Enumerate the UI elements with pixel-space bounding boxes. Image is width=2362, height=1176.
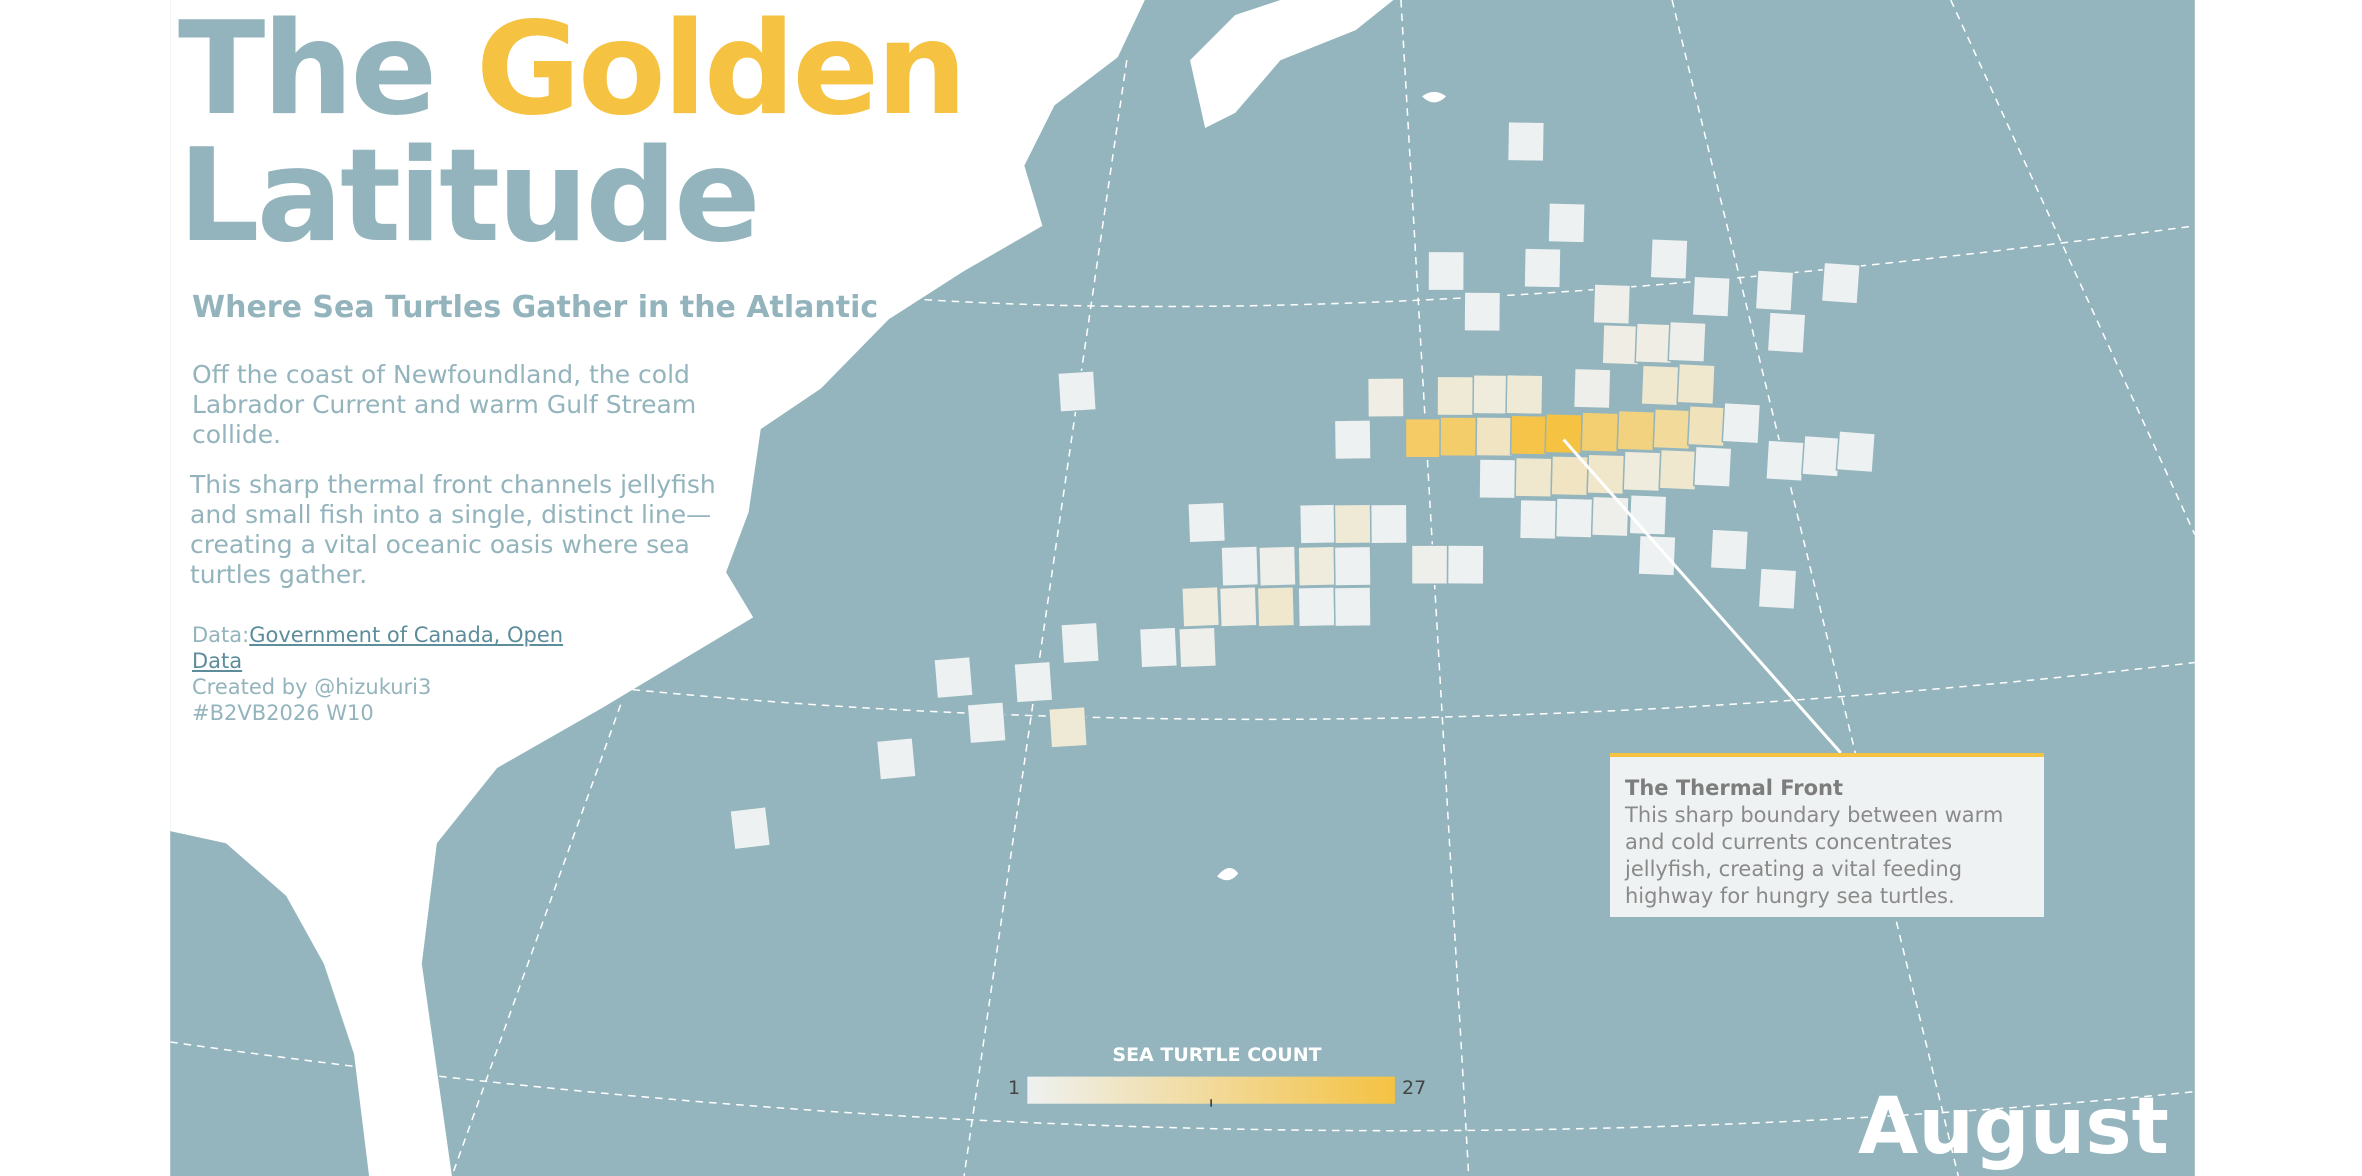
cell [1298,503,1338,545]
cell [1757,567,1798,611]
cell [1410,544,1449,585]
cell [1601,323,1641,366]
annotation-body: This sharp boundary between warm and col… [1625,803,2004,908]
title-highlight: Golden [475,0,967,144]
creator: Created by @hizukuri3 [192,675,432,699]
cell [1835,430,1877,474]
month: August [1858,1082,2169,1172]
cell [1523,247,1562,289]
cell [933,655,974,700]
subtitle: Where Sea Turtles Gather in the Atlantic [192,290,879,325]
cell [1463,291,1502,333]
legend-min: 1 [1008,1077,1021,1099]
cell [1754,269,1795,313]
cell [1572,367,1612,410]
cell [1580,411,1620,454]
cell [1652,408,1692,451]
cell [1333,419,1372,461]
cell [1333,503,1372,545]
credits: Data:Government of Canada, Open Data Cre… [192,622,592,726]
island [1190,0,1394,128]
cell [1634,322,1674,365]
cell [1138,626,1179,669]
cell [1177,626,1218,669]
cell [1592,283,1632,326]
cells [729,120,1877,851]
paragraph: Off the coast of Newfoundland, the cold … [192,360,697,449]
paragraph: This sharp thermal front channels jellyf… [190,470,716,589]
cell [1220,545,1260,588]
data-label: Data: [192,623,250,647]
cell [1765,439,1806,483]
cell [1369,503,1408,545]
cell [1297,586,1336,628]
cell [1013,660,1054,704]
cell [1686,404,1727,448]
cell [729,805,772,851]
cell [1478,458,1517,500]
cell [1297,545,1336,587]
cell [1057,370,1098,413]
cell [1667,320,1707,363]
cell [1218,585,1258,628]
cell [1554,497,1594,539]
graticule [170,0,2195,1176]
cell [1801,434,1842,478]
cell [1628,493,1668,536]
cell [1436,375,1475,417]
legend-max: 27 [1402,1077,1427,1099]
cell [1060,621,1101,665]
cell [1692,445,1733,489]
cell [1640,364,1680,407]
cell [1509,414,1549,456]
cell [1333,586,1372,628]
cell [1658,448,1698,491]
cell [1439,416,1478,458]
cell [1820,261,1862,305]
cell [1256,585,1296,628]
cell [1180,585,1221,628]
cell [1691,275,1732,318]
cell [1047,705,1089,749]
cell [1649,237,1689,281]
cell [1637,534,1677,577]
cell [1472,373,1511,416]
cell [966,701,1008,745]
tag: #B2VB2026 W10 [192,701,374,725]
cell [1622,450,1662,493]
land [170,0,1145,1176]
title-word: The [178,0,437,144]
cell [1514,456,1553,498]
cell [1616,409,1656,452]
cell [1544,412,1583,455]
cell [1709,528,1750,571]
cell [1676,362,1716,406]
cell [1427,250,1466,292]
title-word: Latitude [178,122,761,271]
cell [875,736,917,781]
cell [1258,545,1297,587]
legend-bar [1027,1076,1395,1104]
cell [1186,501,1227,544]
title: The Golden Latitude [178,6,967,261]
annotation: The Thermal Front This sharp boundary bet… [1610,753,2044,917]
cell [1333,545,1372,587]
cell [1547,202,1586,244]
cell [1366,377,1405,418]
annotation-title: The Thermal Front [1625,776,1844,800]
annotation-line [1562,438,1842,754]
cell [1721,401,1762,445]
cell [1404,417,1443,459]
cell [1518,498,1558,541]
legend-title: SEA TURTLE COUNT [1112,1044,1322,1066]
cell [1766,311,1807,355]
cell [1475,416,1514,458]
data-link[interactable]: Government of Canada, Open Data [192,623,564,673]
cell [1446,544,1485,586]
cell [1590,495,1630,538]
cell [1505,373,1544,416]
cell [1506,120,1546,163]
